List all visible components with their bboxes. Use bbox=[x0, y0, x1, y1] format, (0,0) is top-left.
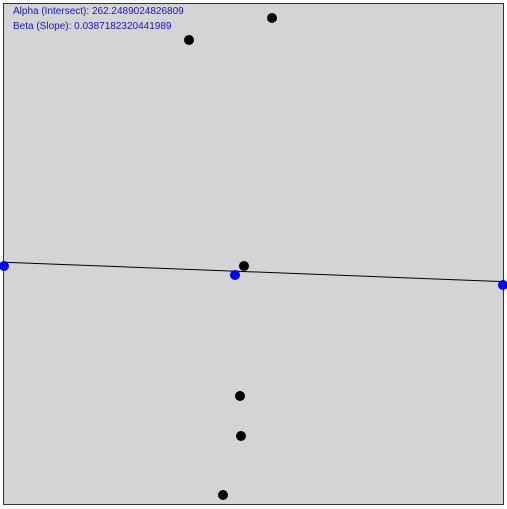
data-point-3[interactable] bbox=[239, 261, 249, 271]
regression-line bbox=[4, 262, 503, 281]
data-point-1[interactable] bbox=[267, 13, 277, 23]
data-point-6[interactable] bbox=[218, 490, 228, 500]
data-point-4[interactable] bbox=[235, 391, 245, 401]
data-point-2[interactable] bbox=[184, 35, 194, 45]
data-point-5[interactable] bbox=[236, 431, 246, 441]
line-handle-2[interactable] bbox=[230, 270, 240, 280]
